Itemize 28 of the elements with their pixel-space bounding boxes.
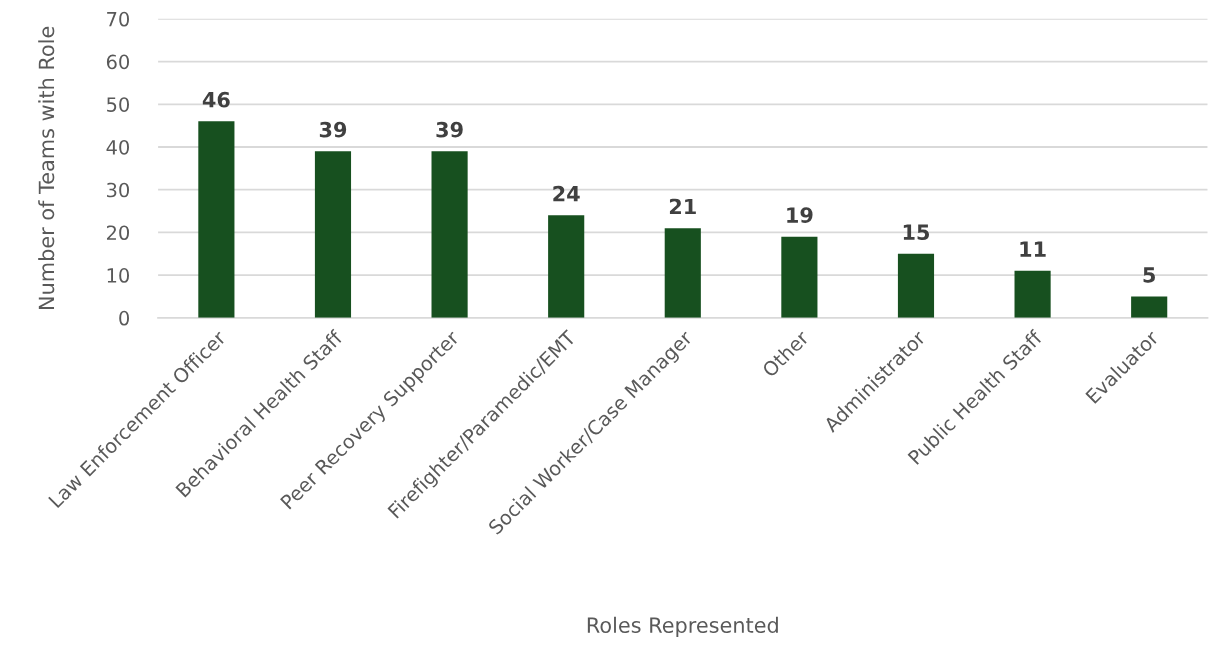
y-tick-label: 70: [107, 11, 130, 27]
y-tick-label: 20: [106, 225, 130, 241]
data-label: 15: [903, 224, 930, 241]
bar: [781, 236, 818, 318]
bar: [897, 253, 935, 318]
bar: [548, 215, 585, 318]
bar: [1014, 270, 1051, 318]
bar: [314, 151, 352, 318]
bar: [431, 151, 468, 318]
data-label: 39: [436, 121, 463, 138]
data-label: 46: [202, 91, 230, 108]
data-label: 24: [553, 185, 580, 202]
y-tick-label: 40: [106, 139, 130, 155]
y-axis-title: Number of Teams with Role: [38, 26, 55, 309]
y-tick-label: 50: [107, 97, 130, 112]
bar: [198, 121, 235, 318]
data-label: 21: [669, 198, 696, 215]
data-label: 39: [319, 121, 347, 138]
bar: [1131, 296, 1168, 318]
y-tick-label: 0: [119, 310, 130, 326]
y-tick-label: 60: [106, 54, 130, 70]
data-label: 19: [787, 207, 813, 223]
data-label: 5: [1143, 267, 1155, 283]
bar: [664, 228, 701, 318]
x-axis-title: Roles Represented: [587, 616, 778, 638]
y-tick-label: 30: [107, 182, 130, 198]
data-label: 11: [1020, 241, 1046, 257]
y-tick-label: 10: [107, 268, 130, 283]
